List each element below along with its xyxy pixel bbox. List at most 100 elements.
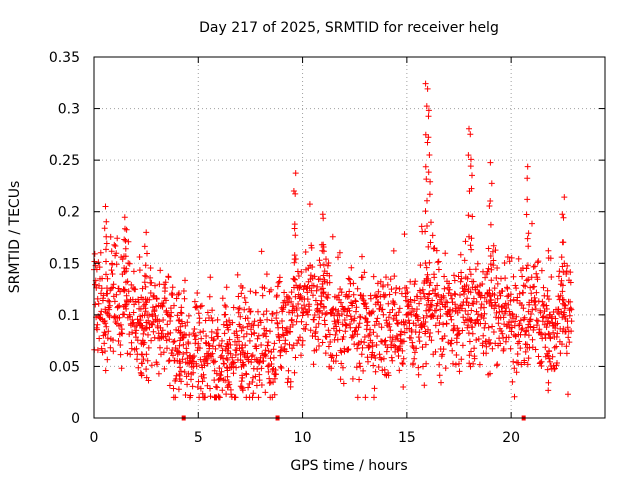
data-point	[121, 286, 128, 293]
data-point	[251, 330, 258, 337]
data-point	[301, 302, 308, 309]
x-axis-label: GPS time / hours	[290, 458, 407, 474]
data-point	[191, 333, 198, 340]
chart-title: Day 217 of 2025, SRMTID for receiver hel…	[199, 20, 499, 36]
data-point	[457, 251, 464, 258]
data-point	[528, 290, 535, 297]
data-point	[429, 312, 436, 318]
data-point	[142, 283, 149, 290]
data-point	[352, 297, 359, 304]
data-point	[524, 163, 531, 170]
data-point	[493, 309, 500, 316]
data-point	[403, 285, 410, 291]
data-point	[279, 318, 285, 324]
data-point	[319, 247, 326, 254]
data-point	[255, 394, 262, 401]
data-point	[447, 313, 454, 320]
data-point	[547, 311, 554, 318]
data-point	[466, 125, 472, 132]
data-point	[449, 347, 456, 354]
data-point	[425, 113, 432, 120]
data-point	[116, 314, 123, 321]
data-point	[333, 328, 340, 334]
data-point	[489, 323, 496, 330]
data-point	[122, 225, 128, 232]
data-point	[277, 363, 284, 370]
data-point	[401, 338, 407, 345]
data-point	[119, 256, 126, 263]
data-point	[514, 351, 521, 357]
data-point	[485, 245, 492, 252]
data-point	[220, 321, 227, 328]
data-point	[432, 286, 439, 293]
data-point	[534, 259, 541, 266]
data-point	[469, 324, 476, 331]
data-point	[216, 365, 223, 372]
data-point	[514, 294, 521, 301]
data-point	[458, 269, 465, 276]
data-point	[250, 390, 257, 397]
data-point	[262, 353, 269, 359]
data-point	[223, 355, 230, 362]
data-point	[523, 327, 530, 334]
data-point	[451, 290, 458, 297]
data-point	[276, 274, 283, 281]
data-point	[244, 315, 251, 322]
data-point	[480, 332, 487, 339]
data-point	[267, 328, 273, 335]
data-point	[340, 364, 346, 371]
data-point	[426, 259, 433, 266]
data-point	[293, 307, 300, 313]
data-point	[408, 311, 415, 318]
data-point	[504, 285, 511, 292]
data-point	[207, 393, 214, 400]
data-point	[309, 264, 316, 270]
data-point	[416, 300, 423, 307]
data-point	[440, 346, 447, 353]
data-point	[291, 276, 298, 282]
data-point	[203, 333, 210, 339]
data-point	[185, 340, 192, 347]
data-point	[209, 307, 216, 314]
data-point	[160, 317, 167, 323]
data-point	[427, 239, 434, 246]
data-point	[371, 322, 378, 329]
data-point	[537, 309, 544, 316]
data-point	[520, 305, 527, 312]
data-point	[380, 311, 387, 318]
data-point	[236, 305, 243, 312]
data-point	[478, 301, 485, 308]
data-point	[216, 394, 223, 401]
data-point	[436, 361, 443, 368]
data-point	[432, 322, 439, 329]
data-point	[553, 343, 560, 350]
data-point	[176, 342, 183, 349]
data-point	[520, 282, 527, 289]
data-point	[490, 257, 497, 264]
data-point	[121, 236, 128, 243]
data-point	[497, 340, 504, 347]
data-point	[108, 248, 115, 255]
data-point	[545, 387, 552, 394]
data-point	[138, 371, 145, 377]
data-point	[121, 265, 128, 271]
data-point	[415, 334, 422, 341]
data-point	[385, 300, 392, 307]
data-point	[219, 387, 226, 394]
data-point	[559, 341, 565, 348]
data-point	[176, 376, 183, 382]
data-point	[263, 327, 270, 334]
data-point	[523, 265, 530, 272]
data-point	[513, 313, 520, 320]
data-point	[358, 351, 365, 358]
data-point	[108, 267, 115, 274]
data-point	[531, 294, 538, 301]
data-point	[567, 269, 574, 276]
data-point	[106, 302, 113, 309]
data-point	[290, 188, 297, 194]
data-point	[288, 316, 295, 323]
data-point	[518, 361, 525, 368]
data-point	[505, 301, 512, 308]
data-point	[336, 327, 343, 334]
